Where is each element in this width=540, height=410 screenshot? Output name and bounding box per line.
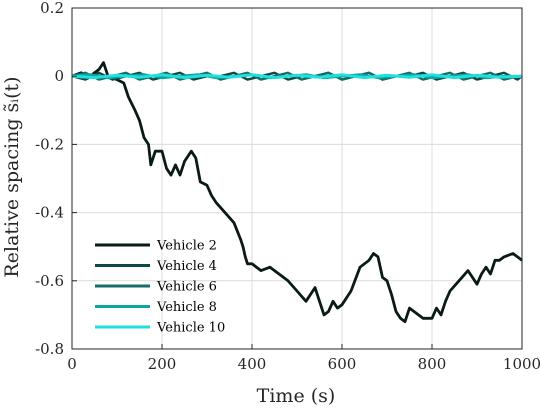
legend-label: Vehicle 10 (156, 321, 225, 336)
legend-label: Vehicle 4 (156, 259, 217, 274)
y-tick-label: 0 (54, 67, 64, 85)
x-axis-label: Time (s) (257, 385, 336, 407)
series-layer (71, 61, 523, 324)
x-tick-label: 0 (67, 355, 77, 373)
y-tick-label: -0.6 (35, 272, 64, 290)
x-tick-label: 200 (148, 355, 177, 373)
x-tick-label: 800 (418, 355, 447, 373)
legend-label: Vehicle 2 (156, 239, 217, 254)
x-tick-label: 600 (328, 355, 357, 373)
series-line-vehicle-10 (71, 73, 523, 80)
y-tick-label: -0.8 (35, 340, 64, 358)
plot-frame (71, 7, 523, 350)
y-tick-label: -0.2 (35, 135, 64, 153)
y-axis-label: Relative spacing s̃ᵢ(t) (1, 76, 23, 277)
legend-label: Vehicle 8 (156, 300, 217, 315)
x-tick-label: 1000 (503, 355, 540, 373)
y-tick-label: 0.2 (40, 0, 64, 17)
legend: Vehicle 2 Vehicle 4 Vehicle 6 Vehicle 8 Vehi… (95, 239, 225, 336)
y-tick-label: -0.4 (35, 204, 64, 222)
x-tick-label: 400 (238, 355, 267, 373)
legend-label: Vehicle 6 (156, 280, 217, 295)
axis-ticks: 0 200 400 600 800 1000 -0.8 -0.6 -0.4 -0.2 0 0.2 (35, 0, 540, 373)
series-line-vehicle-2 (71, 61, 523, 324)
grid (71, 7, 523, 350)
